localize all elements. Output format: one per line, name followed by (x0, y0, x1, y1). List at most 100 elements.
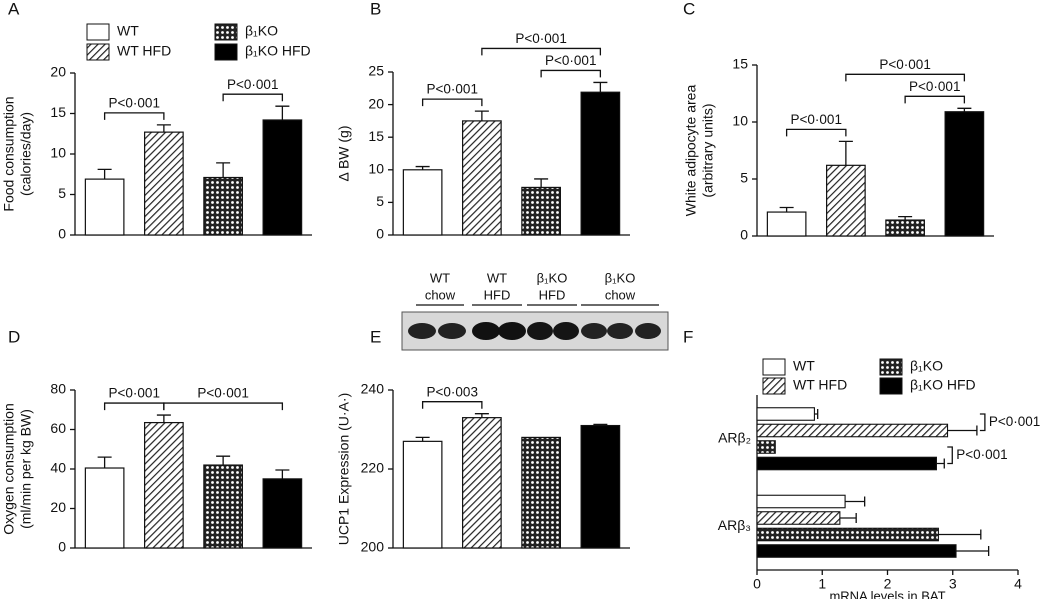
significance-label: P<0·001 (956, 447, 1007, 462)
error-bar (415, 165, 430, 170)
bar (84, 467, 125, 549)
y-tick-label: 40 (50, 460, 66, 476)
legend-swatch (86, 43, 110, 61)
panel-letter: E (370, 327, 381, 346)
western-blot (401, 311, 669, 351)
significance-label: P<0·001 (109, 386, 160, 401)
bar (756, 407, 815, 421)
y-tick-label: 10 (368, 161, 384, 177)
significance-label: P<0·001 (909, 79, 960, 94)
y-tick-label: 220 (361, 460, 385, 476)
error-bar (415, 436, 430, 442)
panel-letter: A (8, 0, 20, 18)
significance-label: P<0·001 (227, 77, 278, 92)
error-bar (936, 458, 945, 469)
legend-label: WT HFD (117, 43, 171, 59)
legend-swatch (879, 358, 903, 376)
significance-bracket (904, 95, 966, 104)
y-tick-label: 60 (50, 420, 66, 436)
significance-label: P<0·001 (427, 82, 478, 97)
legend-label: β₁KO HFD (245, 43, 311, 59)
significance-label: P<0·001 (515, 31, 566, 46)
bar (944, 111, 985, 237)
y-tick-label: 20 (50, 64, 66, 80)
y-tick-label: 10 (732, 113, 748, 129)
y-tick-label: 200 (361, 539, 385, 555)
bar (402, 440, 443, 549)
error-bar (957, 107, 972, 112)
bar (144, 421, 184, 549)
error-bar (593, 423, 608, 426)
y-axis-label: (arbitrary units) (700, 103, 716, 197)
y-tick-label: 80 (50, 381, 66, 397)
bar (462, 417, 502, 549)
legend-label: β₁KO HFD (910, 377, 976, 393)
significance-label: P<0·001 (545, 53, 596, 68)
blot-label: HFD (484, 287, 511, 302)
x-tick-label: 0 (753, 576, 761, 592)
bar (462, 120, 502, 236)
blot-label: HFD (539, 287, 566, 302)
bar (756, 494, 846, 509)
error-bar (898, 215, 913, 221)
y-tick-label: 20 (50, 499, 66, 515)
legend-swatch (214, 23, 238, 41)
y-tick-label: 0 (58, 226, 66, 242)
bar (521, 186, 561, 236)
error-bar (216, 162, 231, 178)
error-bar (97, 168, 112, 180)
bar (756, 527, 939, 542)
error-bar (947, 425, 978, 436)
legend-label: WT (793, 358, 815, 374)
legend-label: WT HFD (793, 377, 847, 393)
bar (203, 464, 243, 549)
bar (756, 440, 776, 454)
error-bar (275, 105, 290, 120)
legend-label: WT (117, 23, 139, 39)
bar (756, 456, 937, 471)
error-bar (593, 81, 608, 93)
y-axis-label: Oxygen consumption (1, 403, 17, 535)
significance-bracket (540, 69, 602, 78)
y-tick-label: 10 (50, 145, 66, 161)
x-tick-label: 2 (884, 576, 892, 592)
significance-bracket (163, 402, 284, 411)
bar (262, 119, 303, 236)
bar (203, 176, 243, 236)
bar (756, 423, 949, 438)
bar (885, 219, 925, 237)
panel-letter: B (370, 0, 381, 18)
y-tick-label: ARβ₃ (718, 517, 751, 533)
error-bar (474, 110, 489, 121)
error-bar (275, 469, 290, 479)
legend-swatch (879, 377, 903, 395)
bar (521, 436, 561, 549)
significance-bracket (103, 112, 165, 120)
bar (826, 164, 866, 237)
y-tick-label: 15 (368, 128, 384, 144)
error-bar (534, 178, 549, 188)
y-tick-label: 0 (58, 539, 66, 555)
legend-label: β₁KO (245, 23, 278, 39)
significance-label: P<0·001 (879, 57, 930, 72)
y-axis-label: Δ BW (g) (336, 125, 352, 181)
y-tick-label: 5 (58, 185, 66, 201)
legend-swatch (762, 377, 786, 395)
bar (756, 544, 957, 558)
error-bar (838, 140, 853, 166)
bar (580, 91, 621, 236)
error-bar (97, 456, 112, 469)
y-tick-label: 0 (376, 226, 384, 242)
significance-label: P<0·001 (197, 386, 248, 401)
y-tick-label: 240 (361, 381, 385, 397)
bar (766, 211, 807, 237)
significance-bracket (979, 413, 986, 432)
significance-bracket (222, 93, 284, 102)
x-tick-label: 3 (949, 576, 957, 592)
y-axis-label: Food consumption (1, 96, 17, 211)
significance-bracket (947, 446, 953, 465)
error-bar (845, 496, 866, 507)
x-tick-label: 4 (1014, 576, 1022, 592)
error-bar (839, 513, 857, 523)
